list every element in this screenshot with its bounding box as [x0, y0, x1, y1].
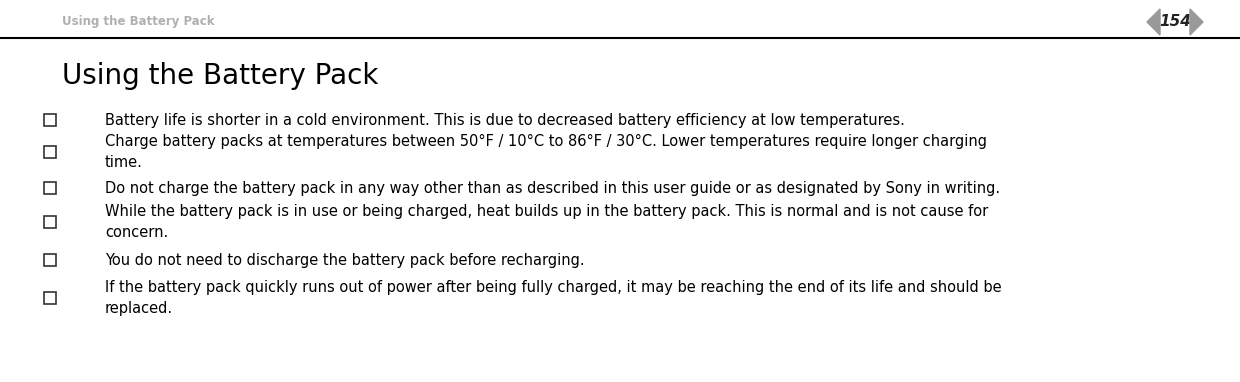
- Bar: [45, 114, 56, 126]
- Text: Charge battery packs at temperatures between 50°F / 10°C to 86°F / 30°C. Lower t: Charge battery packs at temperatures bet…: [105, 134, 987, 170]
- Text: If the battery pack quickly runs out of power after being fully charged, it may : If the battery pack quickly runs out of …: [105, 280, 1002, 316]
- Text: Using the Battery Pack: Using the Battery Pack: [62, 62, 378, 90]
- Bar: [45, 254, 56, 266]
- Text: Battery life is shorter in a cold environment. This is due to decreased battery : Battery life is shorter in a cold enviro…: [105, 113, 905, 128]
- Bar: [45, 146, 56, 158]
- Text: Do not charge the battery pack in any way other than as described in this user g: Do not charge the battery pack in any wa…: [105, 181, 1001, 196]
- Polygon shape: [1147, 9, 1159, 35]
- Polygon shape: [1190, 9, 1203, 35]
- Text: You do not need to discharge the battery pack before recharging.: You do not need to discharge the battery…: [105, 253, 584, 267]
- Text: Using the Battery Pack: Using the Battery Pack: [62, 16, 215, 29]
- Text: While the battery pack is in use or being charged, heat builds up in the battery: While the battery pack is in use or bein…: [105, 204, 988, 240]
- Text: 154: 154: [1159, 15, 1190, 29]
- Bar: [45, 216, 56, 228]
- Bar: [45, 182, 56, 194]
- Bar: [45, 292, 56, 304]
